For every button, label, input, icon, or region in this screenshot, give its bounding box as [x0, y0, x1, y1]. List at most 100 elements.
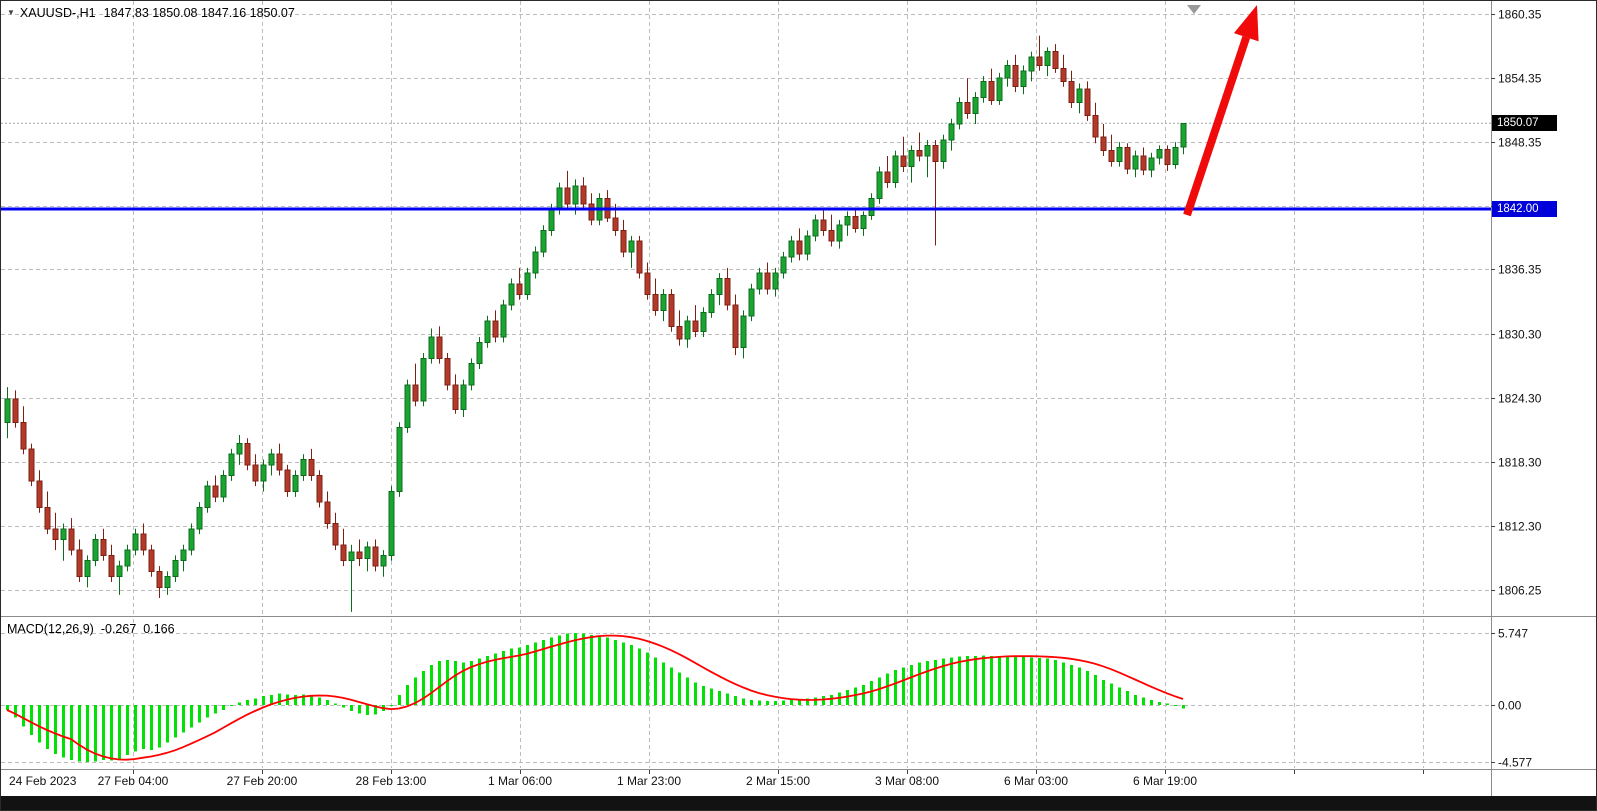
- candle-body: [1012, 64, 1019, 88]
- candle-body: [428, 336, 435, 359]
- chart-canvas[interactable]: 1860.35 1854.35 1848.35 1836.35 1830.30 1824.…: [1, 1, 1596, 796]
- candle-body: [348, 551, 355, 562]
- candle-body: [220, 475, 227, 498]
- macd-histogram-bar: [166, 704, 169, 743]
- macd-histogram-bar: [46, 704, 49, 749]
- time-tick-label: 28 Feb 13:00: [356, 774, 427, 788]
- candles-layer: [4, 35, 1187, 612]
- candle-body: [868, 198, 875, 217]
- candle-body: [60, 528, 67, 540]
- macd-histogram-bar: [638, 648, 641, 705]
- macd-histogram-bar: [614, 639, 617, 705]
- candle-body: [956, 102, 963, 125]
- candle-body: [916, 150, 923, 157]
- macd-histogram-bar: [550, 637, 553, 705]
- macd-histogram-bar: [1030, 657, 1033, 705]
- candle-body: [28, 448, 35, 482]
- candle-body: [1108, 150, 1115, 162]
- macd-histogram-bar: [574, 632, 577, 705]
- macd-histogram-bar: [198, 704, 201, 723]
- macd-histogram-bar: [1062, 662, 1065, 705]
- candle-body: [740, 315, 747, 349]
- price-tick-label: 1854.35: [1498, 72, 1542, 86]
- candle-body: [1180, 122, 1187, 148]
- quick-trade-toggle-icon[interactable]: ▼: [7, 8, 15, 17]
- macd-histogram-bar: [526, 644, 529, 705]
- candle-body: [164, 576, 171, 588]
- macd-histogram-bar: [398, 694, 401, 705]
- macd-histogram-bar: [190, 704, 193, 728]
- candle-body: [764, 272, 771, 290]
- candle-body: [1044, 51, 1051, 66]
- candle-body: [732, 304, 739, 349]
- macd-histogram-bar: [606, 637, 609, 705]
- price-tick-label: 1824.30: [1498, 392, 1542, 406]
- candle-body: [1172, 146, 1179, 166]
- macd-tick-label: 0.00: [1498, 699, 1522, 713]
- macd-histogram-bar: [222, 704, 225, 710]
- macd-histogram-bar: [366, 704, 369, 715]
- candle-body: [652, 293, 659, 311]
- macd-histogram-bar: [1142, 697, 1145, 705]
- macd-histogram-bar: [750, 699, 753, 705]
- macd-histogram-bar: [246, 699, 249, 705]
- macd-histogram-bar: [758, 700, 761, 705]
- time-scale[interactable]: 24 Feb 2023 27 Feb 04:00 27 Feb 20:00 28 Fe…: [9, 770, 1424, 788]
- macd-histogram-bar: [182, 704, 185, 733]
- candle-body: [836, 224, 843, 242]
- candle-body: [924, 144, 931, 157]
- macd-histogram-bar: [902, 667, 905, 705]
- candle-body: [236, 443, 243, 455]
- candle-body: [412, 384, 419, 402]
- candle-body: [908, 150, 915, 168]
- macd-histogram-bar: [54, 704, 57, 754]
- trend-arrow-head[interactable]: [1233, 5, 1259, 42]
- candle-body: [1092, 115, 1099, 138]
- macd-histogram-bar: [918, 662, 921, 705]
- candle-body: [676, 325, 683, 340]
- macd-histogram-bar: [710, 688, 713, 705]
- macd-histogram-bar: [310, 694, 313, 705]
- trend-arrow[interactable]: [1183, 35, 1251, 217]
- candle-body: [796, 240, 803, 255]
- time-tick-label: 1 Mar 06:00: [488, 774, 552, 788]
- macd-histogram-bar: [934, 659, 937, 705]
- candle-body: [260, 464, 267, 482]
- macd-histogram-bar: [438, 661, 441, 705]
- candle-body: [100, 538, 107, 556]
- candle-body: [1164, 149, 1171, 166]
- macd-histogram-bar: [518, 647, 521, 705]
- candle-body: [620, 230, 627, 253]
- candle-body: [548, 208, 555, 232]
- overlay-layer: [1, 1, 1596, 796]
- ohlc-readout: 1847.83 1850.08 1847.16 1850.07: [103, 6, 295, 20]
- macd-histogram-bar: [62, 704, 65, 758]
- macd-histogram-bar: [782, 700, 785, 705]
- macd-histogram-bar: [870, 681, 873, 705]
- candle-body: [900, 155, 907, 168]
- macd-histogram-bar: [894, 669, 897, 705]
- macd-histogram-bar: [454, 661, 457, 705]
- chart-shift-icon[interactable]: [1187, 5, 1201, 14]
- candle-body: [468, 363, 475, 386]
- candle-body: [244, 443, 251, 466]
- candle-body: [92, 538, 99, 562]
- macd-histogram-bar: [278, 693, 281, 705]
- macd-histogram-bar: [966, 656, 969, 705]
- time-tick-label: 27 Feb 04:00: [98, 774, 169, 788]
- candle-body: [700, 312, 707, 333]
- macd-histogram-bar: [430, 664, 433, 705]
- time-tick-label: 3 Mar 08:00: [875, 774, 939, 788]
- macd-histogram-bar: [446, 659, 449, 705]
- macd-histogram-bar: [1070, 664, 1073, 705]
- candle-body: [1100, 136, 1107, 152]
- macd-indicator-label: MACD(12,26,9) -0.267 0.166: [7, 622, 182, 636]
- current-price-badge: 1850.07: [1492, 115, 1557, 131]
- macd-histogram-bar: [806, 698, 809, 705]
- time-tick-label: 6 Mar 03:00: [1004, 774, 1068, 788]
- macd-histogram-bar: [326, 699, 329, 705]
- candle-body: [964, 102, 971, 114]
- macd-histogram-bar: [38, 704, 41, 743]
- price-scale[interactable]: 1860.35 1854.35 1848.35 1836.35 1830.30 1824.…: [1491, 8, 1542, 770]
- candle-body: [1148, 157, 1155, 171]
